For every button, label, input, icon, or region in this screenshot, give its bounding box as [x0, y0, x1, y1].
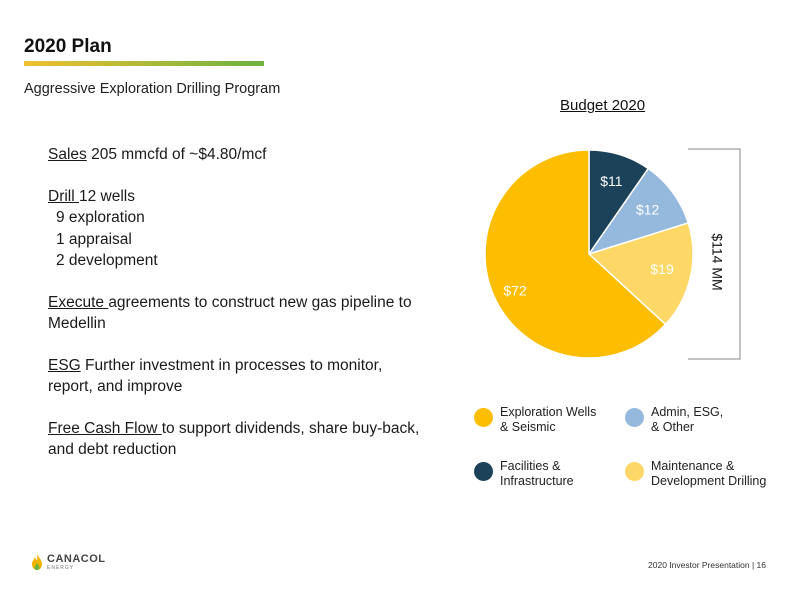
title-accent-bar — [24, 61, 264, 66]
label-exploration: $72 — [503, 283, 527, 299]
total-bracket — [688, 148, 741, 360]
plan-list: Sales 205 mmcfd of ~$4.80/mcf Drill 12 w… — [48, 144, 448, 481]
legend-label-exploration: Exploration Wells & Seismic — [500, 405, 597, 434]
execute-text: agreements to construct new gas pipeline… — [108, 293, 412, 311]
legend-label-maintenance: Maintenance & Development Drilling — [651, 459, 767, 488]
execute-text-2: Medellin — [48, 315, 106, 332]
legend-swatch-facilities — [474, 462, 493, 481]
legend-swatch-maintenance — [625, 462, 644, 481]
esg-keyword: ESG — [48, 356, 81, 374]
fcf-text: to support dividends, share buy-back, — [161, 419, 420, 437]
sales-text: 205 mmcfd of ~$4.80/mcf — [86, 146, 267, 163]
legend-label-admin: Admin, ESG, & Other — [651, 405, 724, 434]
company-logo: CANACOL ENERGY — [30, 553, 106, 571]
plan-drill: Drill 12 wells 9 exploration 1 appraisal… — [48, 186, 448, 272]
slice-maintenance — [587, 222, 694, 326]
legend-item-maintenance: Maintenance & Development Drilling — [625, 459, 766, 489]
drill-item-appraisal: 1 appraisal — [56, 230, 132, 248]
plan-esg: ESG Further investment in processes to m… — [48, 355, 448, 398]
footer-page-info: 2020 Investor Presentation | 16 — [648, 560, 766, 570]
label-admin: $12 — [636, 202, 660, 218]
slice-admin — [587, 167, 690, 256]
drill-item-exploration: 9 exploration — [56, 209, 145, 226]
plan-execute: Execute agreements to construct new gas … — [48, 292, 448, 335]
fcf-keyword: Free Cash Flow — [48, 419, 162, 437]
drill-keyword: Drill — [48, 187, 79, 205]
total-label: $114 MM — [709, 233, 725, 290]
slide-subtitle: Aggressive Exploration Drilling Program — [24, 81, 281, 97]
legend-swatch-admin — [625, 408, 644, 427]
esg-text-2: report, and improve — [48, 378, 183, 395]
esg-text: Further investment in processes to monit… — [80, 356, 383, 374]
label-facilities: $11 — [600, 173, 623, 189]
plan-fcf: Free Cash Flow to support dividends, sha… — [48, 418, 448, 461]
label-maintenance: $19 — [650, 261, 674, 277]
legend-item-facilities: Facilities & Infrastructure — [474, 459, 574, 489]
legend-item-admin: Admin, ESG, & Other — [625, 405, 723, 435]
legend-label-facilities: Facilities & Infrastructure — [500, 459, 574, 488]
legend-item-exploration: Exploration Wells & Seismic — [474, 405, 596, 435]
plan-sales: Sales 205 mmcfd of ~$4.80/mcf — [48, 144, 448, 166]
drill-item-development: 2 development — [56, 252, 158, 269]
fcf-text-2: and debt reduction — [48, 441, 177, 458]
flame-icon — [32, 554, 42, 570]
chart-title: Budget 2020 — [560, 97, 646, 114]
slice-exploration — [484, 149, 667, 359]
drill-text: 12 wells — [79, 187, 135, 205]
execute-keyword: Execute — [48, 293, 109, 311]
sales-keyword: Sales — [48, 146, 87, 163]
slide-title: 2020 Plan — [24, 36, 112, 57]
logo-subtext: ENERGY — [47, 564, 75, 571]
legend-swatch-exploration — [474, 408, 493, 427]
logo-wordmark: CANACOL — [47, 552, 106, 565]
